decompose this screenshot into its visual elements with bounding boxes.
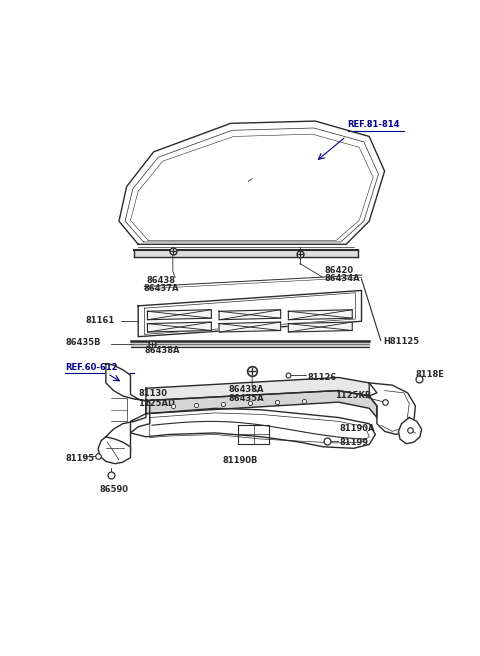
- Polygon shape: [106, 363, 150, 460]
- Polygon shape: [98, 437, 131, 464]
- Text: 81190B: 81190B: [223, 456, 258, 465]
- Text: 81190A: 81190A: [340, 424, 375, 433]
- Text: 81130: 81130: [138, 389, 167, 398]
- Text: 86438: 86438: [147, 276, 176, 285]
- Text: 81126: 81126: [308, 373, 337, 382]
- Text: 86435A: 86435A: [228, 394, 264, 403]
- Text: 86420: 86420: [324, 266, 354, 275]
- Polygon shape: [147, 322, 211, 332]
- Text: 1125KB: 1125KB: [335, 390, 371, 400]
- Polygon shape: [146, 377, 377, 401]
- Text: 86435B: 86435B: [65, 338, 100, 347]
- Polygon shape: [134, 250, 358, 257]
- Text: 86438A: 86438A: [144, 346, 180, 355]
- Polygon shape: [398, 417, 421, 443]
- Text: 81161: 81161: [86, 316, 115, 325]
- Text: 81195: 81195: [65, 454, 94, 462]
- Polygon shape: [288, 322, 352, 332]
- Polygon shape: [147, 310, 211, 319]
- Text: REF.81-814: REF.81-814: [348, 120, 400, 129]
- Polygon shape: [369, 383, 415, 434]
- Text: 86438A: 86438A: [228, 385, 264, 394]
- Text: 1125AD: 1125AD: [138, 400, 175, 408]
- Polygon shape: [131, 340, 369, 346]
- Polygon shape: [219, 310, 281, 319]
- Text: 86434A: 86434A: [324, 274, 360, 283]
- Polygon shape: [131, 408, 375, 448]
- Text: H81125: H81125: [383, 337, 419, 346]
- Text: REF.60-612: REF.60-612: [65, 363, 118, 372]
- Text: 86590: 86590: [100, 485, 129, 493]
- Polygon shape: [146, 390, 377, 417]
- Polygon shape: [219, 322, 281, 332]
- Text: 8118E: 8118E: [415, 370, 444, 379]
- Polygon shape: [138, 291, 361, 337]
- Text: 86437A: 86437A: [144, 284, 179, 293]
- Text: 81199: 81199: [340, 438, 369, 447]
- Polygon shape: [119, 121, 384, 244]
- Polygon shape: [288, 310, 352, 319]
